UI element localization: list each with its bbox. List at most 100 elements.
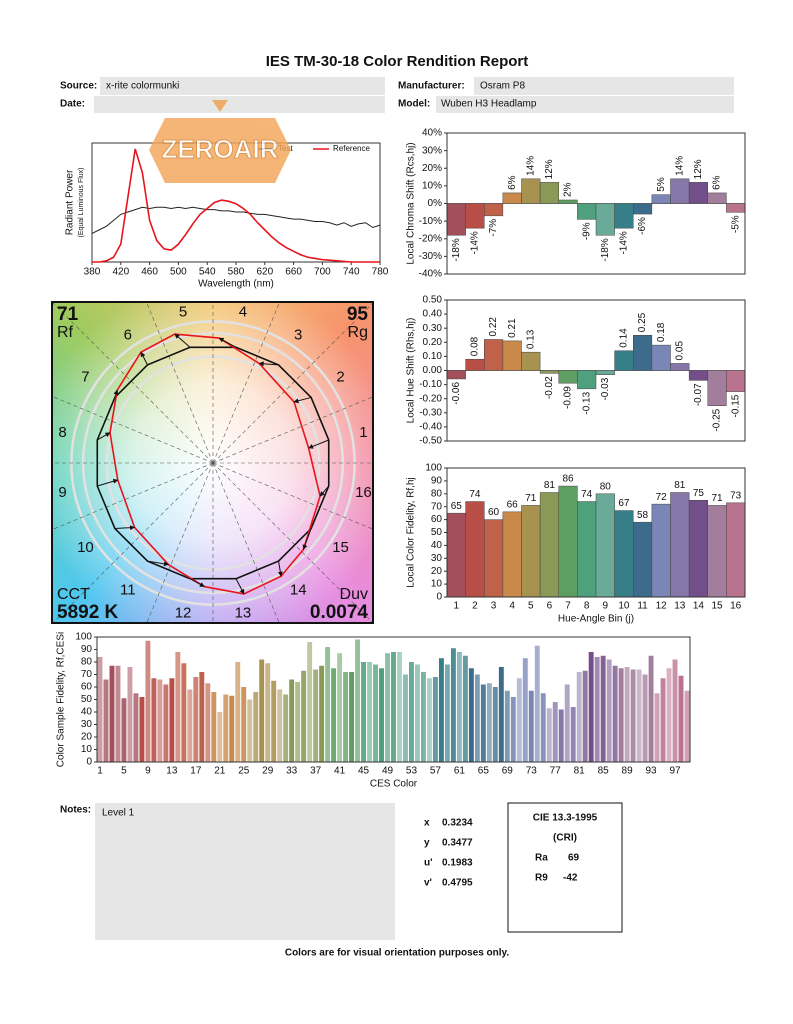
value-label: -0.25 bbox=[712, 408, 723, 431]
bar bbox=[577, 370, 597, 390]
y-tick-label: 90 bbox=[431, 476, 443, 487]
bar bbox=[726, 502, 746, 598]
shift-arrow bbox=[147, 560, 169, 567]
bar bbox=[403, 674, 408, 762]
field-box bbox=[436, 96, 734, 113]
value-label: -7% bbox=[488, 219, 499, 237]
bar bbox=[484, 203, 504, 217]
x-tick-label: 12 bbox=[656, 601, 668, 612]
field-label: Source: bbox=[60, 81, 97, 92]
bar bbox=[223, 694, 229, 762]
bar bbox=[633, 203, 653, 215]
y-axis-label: Color Sample Fidelity, Rf,CESi bbox=[56, 632, 67, 767]
x-tick-label: 10 bbox=[618, 601, 630, 612]
bin-boundary bbox=[145, 302, 214, 464]
bar bbox=[642, 674, 648, 762]
bin-boundary bbox=[212, 462, 373, 530]
hue-bin-label: 7 bbox=[81, 369, 89, 386]
bar bbox=[331, 668, 337, 762]
value-label: 72 bbox=[656, 492, 668, 503]
value-label: -0.03 bbox=[600, 377, 611, 400]
x-tick-label: 41 bbox=[334, 766, 346, 777]
y-tick-label: -30% bbox=[419, 251, 442, 262]
value-label: 75 bbox=[693, 488, 705, 499]
field-value: Wuben H3 Headlamp bbox=[441, 99, 537, 110]
value-label: 0.18 bbox=[656, 322, 667, 342]
x-tick-label: 3 bbox=[491, 601, 497, 612]
bar bbox=[175, 652, 181, 762]
bar bbox=[558, 709, 564, 762]
value-label: 58 bbox=[637, 510, 649, 521]
value-label: 6% bbox=[507, 175, 518, 190]
bar bbox=[558, 199, 578, 204]
x-tick-label: 89 bbox=[622, 766, 634, 777]
bar bbox=[103, 679, 109, 762]
x-tick-label: 660 bbox=[285, 267, 302, 278]
cri-value: -42 bbox=[563, 873, 578, 884]
value-label: -18% bbox=[600, 238, 611, 261]
bar bbox=[570, 707, 576, 762]
bar bbox=[349, 672, 355, 762]
vector-graphic bbox=[52, 302, 373, 623]
bar bbox=[521, 351, 541, 371]
bar bbox=[577, 203, 597, 220]
bar bbox=[259, 659, 265, 762]
shift-arrow bbox=[302, 528, 312, 550]
bar bbox=[151, 678, 157, 762]
shift-arrow bbox=[277, 561, 283, 577]
metric-rg: 95 bbox=[347, 304, 369, 325]
bar bbox=[199, 672, 205, 762]
bar bbox=[295, 682, 301, 762]
bar bbox=[595, 203, 615, 236]
bar bbox=[163, 684, 169, 762]
bar bbox=[277, 689, 283, 762]
x-tick-label: 25 bbox=[238, 766, 250, 777]
y-tick-label: 0.00 bbox=[423, 365, 443, 376]
y-tick-label: 10 bbox=[81, 744, 93, 755]
colorimetry-value: 0.4795 bbox=[442, 878, 473, 889]
y-tick-label: -0.10 bbox=[419, 379, 442, 390]
x-tick-label: 620 bbox=[256, 267, 273, 278]
y-tick-label: 50 bbox=[81, 694, 93, 705]
hue-bin-label: 5 bbox=[179, 304, 187, 321]
x-tick-label: 15 bbox=[712, 601, 724, 612]
x-tick-label: 97 bbox=[669, 766, 681, 777]
bar bbox=[121, 698, 127, 762]
bar bbox=[651, 344, 671, 371]
series-line bbox=[92, 148, 380, 263]
y-tick-label: 10% bbox=[422, 181, 442, 192]
y-tick-label: 0.30 bbox=[423, 323, 443, 334]
bar bbox=[539, 370, 559, 374]
value-label: 0.14 bbox=[619, 328, 630, 348]
bar bbox=[654, 693, 660, 762]
bar bbox=[484, 519, 504, 598]
plot-frame bbox=[96, 636, 691, 763]
bar bbox=[510, 697, 516, 762]
bin-boundary bbox=[52, 302, 214, 464]
bar bbox=[648, 655, 654, 762]
value-label: -0.02 bbox=[544, 376, 555, 399]
x-tick-label: 4 bbox=[509, 601, 515, 612]
bar bbox=[465, 501, 485, 598]
shift-arrow bbox=[218, 337, 237, 348]
y-tick-label: 40 bbox=[431, 540, 443, 551]
colorimetry-label: u' bbox=[424, 858, 433, 869]
bar bbox=[651, 194, 671, 204]
bar bbox=[614, 350, 634, 371]
y-tick-label: -0.30 bbox=[419, 407, 442, 418]
bar bbox=[600, 655, 606, 762]
x-tick-label: 780 bbox=[372, 267, 389, 278]
metric-cct: 5892 K bbox=[57, 602, 119, 623]
bar bbox=[614, 203, 634, 229]
hue-bin-label: 3 bbox=[294, 326, 302, 343]
shift-arrow bbox=[174, 333, 191, 348]
hue-bin-label: 9 bbox=[58, 484, 66, 501]
bar bbox=[145, 640, 151, 762]
bar bbox=[265, 663, 271, 762]
bar bbox=[504, 690, 510, 762]
value-label: 65 bbox=[451, 501, 463, 512]
bar bbox=[558, 370, 578, 384]
bar bbox=[502, 192, 522, 204]
y-tick-label: 0 bbox=[86, 757, 92, 768]
bar bbox=[465, 358, 485, 371]
